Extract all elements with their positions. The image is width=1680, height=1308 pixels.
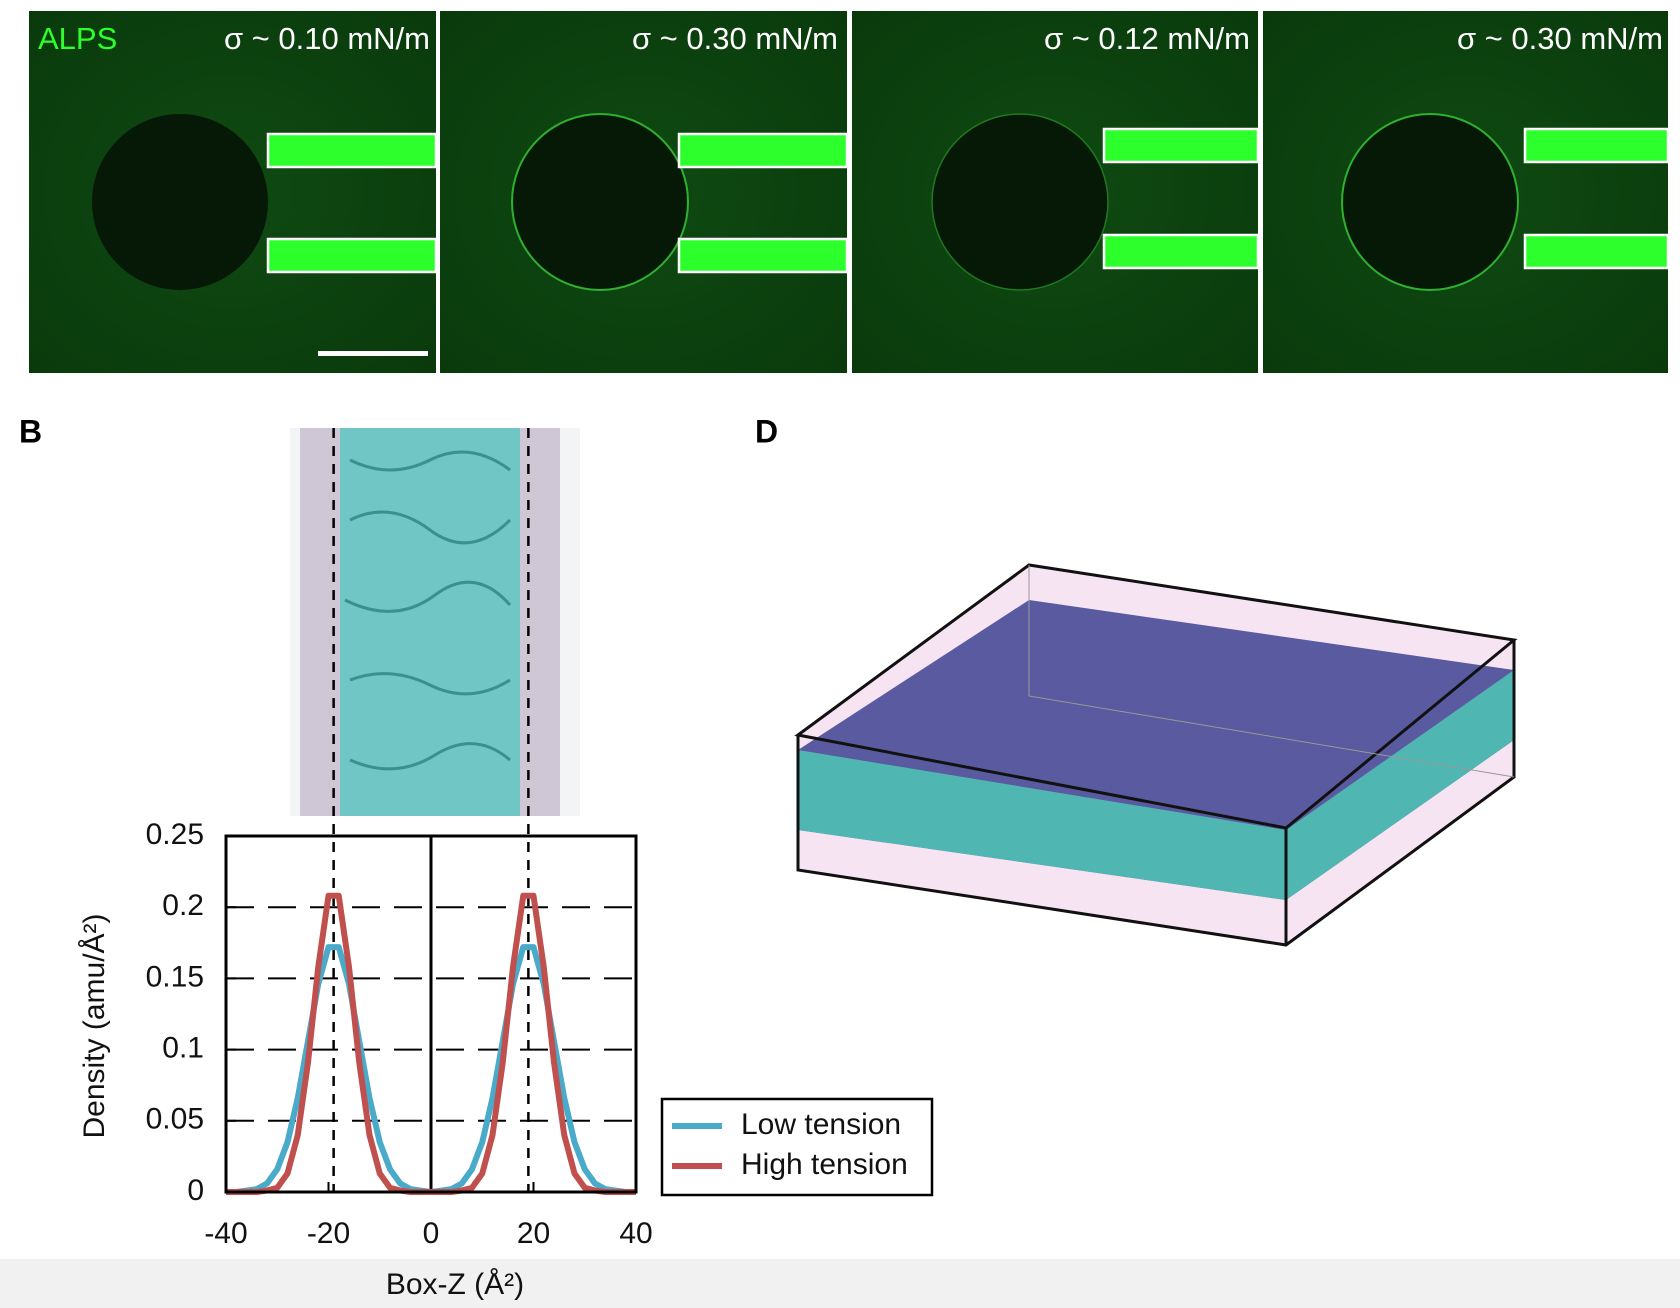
legend-box <box>660 1097 934 1197</box>
x-tick-label: 20 <box>517 1217 550 1250</box>
y-tick-label: 0.1 <box>162 1032 204 1065</box>
x-axis-label: Box-Z (Å²) <box>386 1268 524 1301</box>
tension-label: σ ~ 0.12 mN/m <box>1044 21 1250 56</box>
x-tick-label: 40 <box>619 1217 652 1250</box>
plot-frame <box>224 834 638 1194</box>
panel-label: D <box>755 413 778 449</box>
tension-label: σ ~ 0.10 mN/m <box>224 21 430 56</box>
x-tick-label: -40 <box>204 1217 247 1250</box>
panel-label: B <box>19 413 42 449</box>
legend-label: High tension <box>741 1148 908 1181</box>
legend-label: Low tension <box>741 1108 901 1141</box>
tension-label: σ ~ 0.30 mN/m <box>1457 21 1663 56</box>
md-box-render <box>794 563 1518 947</box>
y-tick-label: 0.2 <box>162 889 204 922</box>
y-tick-label: 0.15 <box>146 960 204 993</box>
y-tick-label: 0.05 <box>146 1103 204 1136</box>
y-axis-label: Density (amu/Å²) <box>78 913 111 1138</box>
y-tick-label: 0 <box>187 1174 204 1207</box>
microscopy-strip: ALPS σ ~ 0.10 mN/m σ ~ 0.30 mN/m σ ~ 0.1… <box>29 11 1670 373</box>
x-tick-label: -20 <box>307 1217 350 1250</box>
x-tick-label: 0 <box>423 1217 440 1250</box>
y-tick-label: 0.25 <box>146 818 204 851</box>
stain-label: ALPS <box>38 21 117 56</box>
density-chart: Box-Z (Å²) Density (amu/Å²) 0 0.05 0.1 0.15… <box>78 428 934 1301</box>
bottom-bar <box>0 1259 1680 1308</box>
membrane-render <box>290 428 580 816</box>
tension-label: σ ~ 0.30 mN/m <box>632 21 838 56</box>
